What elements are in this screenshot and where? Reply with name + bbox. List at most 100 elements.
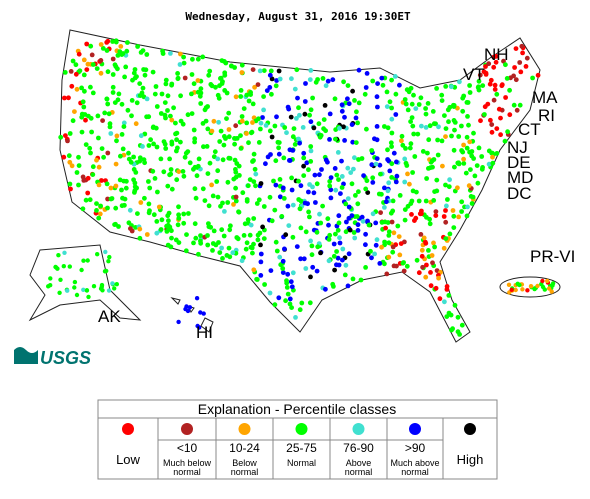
station-dot xyxy=(218,128,224,134)
station-dot xyxy=(391,230,397,236)
station-dot xyxy=(334,172,340,178)
station-dot xyxy=(217,250,223,256)
station-dot xyxy=(48,283,53,288)
station-dot xyxy=(58,134,64,140)
station-dot xyxy=(169,235,174,241)
station-dot xyxy=(303,81,308,86)
station-dot xyxy=(169,117,175,123)
station-dot xyxy=(244,131,249,136)
legend-label: 76-90 xyxy=(343,441,374,455)
station-dot xyxy=(267,290,273,296)
station-dot xyxy=(384,89,390,95)
station-dot xyxy=(402,179,408,185)
station-dot xyxy=(174,130,180,136)
station-dot xyxy=(404,263,410,269)
station-dot xyxy=(169,186,175,192)
station-dot xyxy=(220,157,226,163)
station-dot xyxy=(258,251,264,257)
station-dot xyxy=(57,290,62,295)
station-dot xyxy=(221,142,227,148)
station-dot xyxy=(262,282,267,287)
station-dot xyxy=(131,154,137,160)
station-dot xyxy=(97,211,103,217)
station-dot xyxy=(289,175,294,181)
station-dot xyxy=(135,44,141,49)
station-dot xyxy=(311,190,317,196)
station-dot xyxy=(339,102,345,108)
station-dot xyxy=(268,68,274,74)
station-dot xyxy=(82,88,87,94)
station-dot xyxy=(318,220,324,226)
station-dot xyxy=(85,61,91,67)
station-dot xyxy=(465,204,470,210)
station-dot xyxy=(491,64,497,70)
station-dot xyxy=(364,178,370,184)
station-dot xyxy=(426,248,431,253)
station-dot xyxy=(308,107,314,113)
station-dot xyxy=(254,201,260,206)
station-dot xyxy=(310,184,315,190)
station-dot xyxy=(292,86,298,92)
station-dot xyxy=(409,212,414,217)
station-dot xyxy=(233,174,239,180)
station-dot xyxy=(418,232,424,237)
station-dot xyxy=(246,98,252,104)
station-dot xyxy=(72,285,77,290)
station-dot xyxy=(308,274,313,280)
station-dot xyxy=(281,155,287,161)
station-dot xyxy=(135,211,140,217)
station-dot xyxy=(461,156,466,162)
station-dot xyxy=(222,88,228,93)
station-dot xyxy=(490,160,496,166)
station-dot xyxy=(395,223,401,229)
station-dot xyxy=(542,287,547,292)
station-dot xyxy=(84,67,90,72)
station-dot xyxy=(257,230,263,236)
station-dot xyxy=(256,140,262,145)
station-dot xyxy=(286,223,292,229)
station-dot xyxy=(434,86,439,91)
station-dot xyxy=(127,226,133,232)
station-dot xyxy=(85,190,91,196)
station-dot xyxy=(232,141,238,147)
station-dot xyxy=(405,203,411,209)
station-dot xyxy=(90,90,96,96)
station-dot xyxy=(216,95,222,101)
station-dot xyxy=(256,197,262,203)
station-dot xyxy=(310,95,315,101)
station-dot xyxy=(446,119,451,125)
station-dot xyxy=(386,229,392,235)
station-dot xyxy=(471,130,476,136)
station-dot xyxy=(239,114,245,119)
station-dot xyxy=(160,51,166,56)
station-dot xyxy=(389,219,395,225)
station-dot xyxy=(511,102,517,108)
station-dot xyxy=(309,252,315,258)
station-dot xyxy=(442,113,447,118)
station-dot xyxy=(267,128,273,134)
station-dot xyxy=(168,171,174,177)
station-dot xyxy=(301,150,307,156)
station-dot xyxy=(480,165,485,170)
station-dot xyxy=(505,129,510,135)
station-dot xyxy=(408,141,414,147)
station-dot xyxy=(457,79,462,85)
station-dot xyxy=(112,62,118,68)
station-dot xyxy=(488,77,494,83)
station-dot xyxy=(374,94,380,100)
station-dot xyxy=(520,287,525,292)
station-dot xyxy=(396,234,402,240)
station-dot xyxy=(350,139,356,145)
station-dot xyxy=(333,187,339,193)
station-dot xyxy=(210,193,216,199)
station-dot xyxy=(207,68,213,74)
station-dot xyxy=(435,152,441,158)
station-dot xyxy=(163,146,169,151)
station-dot xyxy=(290,202,296,208)
station-dot xyxy=(455,314,461,320)
station-dot xyxy=(175,222,181,228)
station-dot xyxy=(342,138,347,143)
station-dot xyxy=(274,114,279,120)
station-dot xyxy=(171,105,177,111)
station-dot xyxy=(427,123,433,129)
